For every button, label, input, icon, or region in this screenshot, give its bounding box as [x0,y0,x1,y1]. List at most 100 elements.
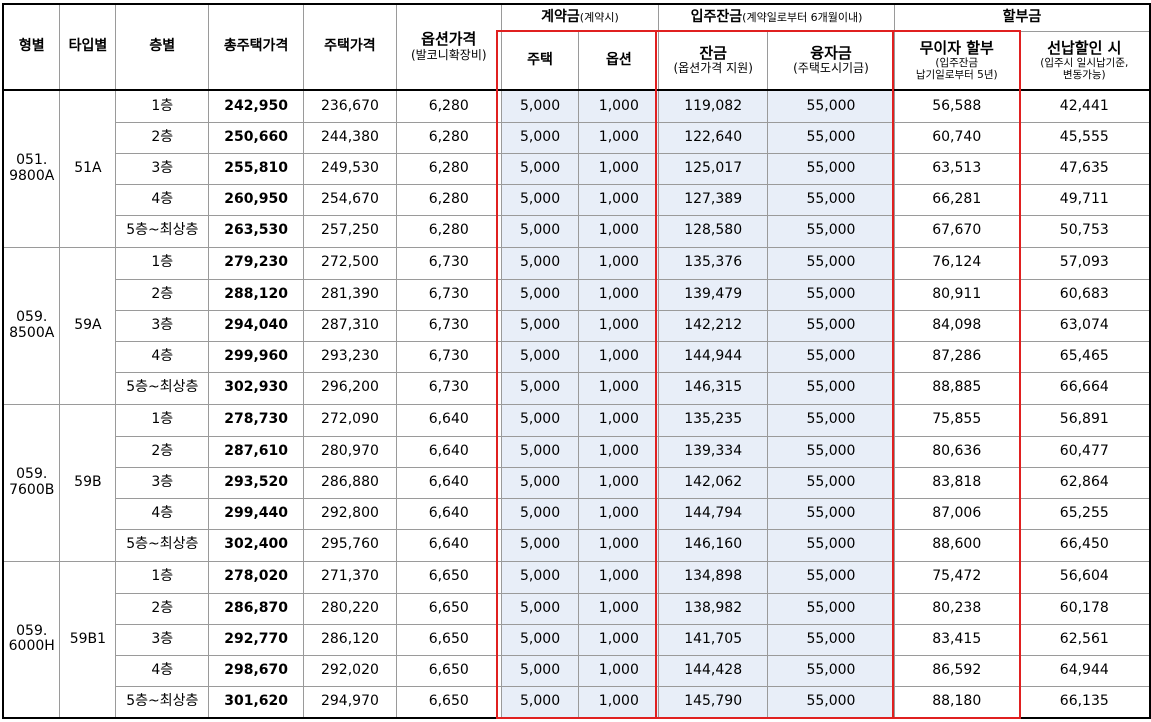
type-code-line1: 051. [16,152,48,169]
interest-free-cell: 87,006 [893,497,1020,530]
type-cell: 059. 7600B [2,403,61,562]
table-row: 3층 293,520 286,880 6,640 5,000 1,000 142,062 55… [3,466,1151,499]
contract-house-cell: 5,000 [500,560,580,594]
interest-free-cell: 88,180 [893,685,1020,719]
contract-house-cell: 5,000 [500,309,580,342]
loan-cell: 55,000 [767,497,895,530]
house-price-cell: 292,800 [303,497,397,530]
option-price-cell: 6,640 [395,497,502,530]
interest-free-cell: 60,740 [893,121,1020,154]
type-code-line2: 6000H [8,638,55,655]
contract-house-cell: 5,000 [500,685,580,719]
balance-cell: 135,235 [658,403,769,437]
header-move-in-label: 입주잔금 [690,9,743,26]
floor-cell: 1층 [115,560,210,594]
table-row: 5층~최상층 301,620 294,970 6,650 5,000 1,000 145,7… [3,685,1151,719]
header-option-price-label: 옵션가격 [421,30,477,49]
house-price-cell: 286,880 [303,466,397,499]
contract-option-cell: 1,000 [578,403,660,437]
contract-option-cell: 1,000 [578,497,660,530]
floor-cell: 4층 [115,497,210,530]
prepay-cell: 60,683 [1018,278,1151,311]
option-price-cell: 6,650 [395,560,502,594]
interest-free-cell: 83,818 [893,466,1020,499]
option-price-cell: 6,650 [395,685,502,719]
loan-cell: 55,000 [767,623,895,656]
option-price-cell: 6,730 [395,246,502,280]
table-row: 5층~최상층 302,930 296,200 6,730 5,000 1,000 146,3… [3,371,1151,405]
header-balance: 잔금 (옵션가격 지원) [658,30,769,91]
total-price-cell: 260,950 [208,183,305,216]
header-subtype: 타입별 [59,3,117,91]
header-prepay-sub2: 변동가능) [1062,68,1106,81]
loan-cell: 55,000 [767,685,895,719]
option-price-cell: 6,280 [395,89,502,123]
balance-cell: 144,428 [658,654,769,687]
floor-cell: 2층 [115,435,210,468]
floor-cell: 2층 [115,121,210,154]
table-row: 059. 8500A 59A 1층 279,230 272,500 6,730 5,000 1,… [2,246,1151,405]
loan-cell: 55,000 [767,214,895,248]
header-installment: 할부금 [893,3,1151,32]
house-price-cell: 272,500 [303,246,397,280]
prepay-cell: 62,561 [1018,623,1151,656]
subtype-cell: 51A [59,89,117,248]
loan-cell: 55,000 [767,466,895,499]
contract-house-cell: 5,000 [500,214,580,248]
floor-cell: 1층 [115,89,210,123]
type-code-line2: 7600B [9,481,55,498]
total-price-cell: 263,530 [208,214,305,248]
loan-cell: 55,000 [767,89,895,123]
contract-option-cell: 1,000 [578,685,660,719]
prepay-cell: 64,944 [1018,654,1151,687]
total-price-cell: 292,770 [208,623,305,656]
interest-free-cell: 80,911 [893,278,1020,311]
contract-house-cell: 5,000 [500,246,580,280]
type-cell: 051. 9800A [2,89,61,248]
balance-cell: 138,982 [658,592,769,625]
balance-cell: 125,017 [658,152,769,185]
contract-house-cell: 5,000 [500,371,580,405]
house-price-cell: 281,390 [303,278,397,311]
contract-house-cell: 5,000 [500,435,580,468]
header-interest-free-sub2: 납기일로부터 5년) [915,68,998,81]
total-price-cell: 298,670 [208,654,305,687]
house-price-cell: 292,020 [303,654,397,687]
price-table-body: 형별 타입별 층별 총주택가격 주택가격 옵션가격 (발코니확장비) 계약금(계… [2,3,1151,719]
table-row: 4층 299,440 292,800 6,640 5,000 1,000 144,794 55… [3,497,1151,530]
interest-free-cell: 63,513 [893,152,1020,185]
header-balance-sub: (옵션가격 지원) [673,60,753,75]
table-row: 5층~최상층 302,400 295,760 6,640 5,000 1,000 146,1… [3,528,1151,562]
option-price-cell: 6,280 [395,121,502,154]
floor-cell: 1층 [115,246,210,280]
header-move-in-sub: (계약일로부터 6개월이내) [742,11,863,25]
type-code-line1: 059. [16,622,48,639]
prepay-cell: 66,664 [1018,371,1151,405]
table-row: 059. 7600B 59B 1층 278,730 272,090 6,640 5,000 1,… [2,403,1151,562]
header-option-price: 옵션가격 (발코니확장비) [395,3,502,91]
floor-cell: 4층 [115,183,210,216]
house-price-cell: 271,370 [303,560,397,594]
loan-cell: 55,000 [767,278,895,311]
table-row: 4층 299,960 293,230 6,730 5,000 1,000 144,944 55… [3,340,1151,373]
option-price-cell: 6,640 [395,466,502,499]
type-code-line2: 8500A [9,324,55,341]
header-type: 형별 [2,3,61,91]
option-price-cell: 6,650 [395,654,502,687]
house-price-cell: 254,670 [303,183,397,216]
house-price-cell: 287,310 [303,309,397,342]
contract-house-cell: 5,000 [500,152,580,185]
contract-option-cell: 1,000 [578,340,660,373]
contract-house-cell: 5,000 [500,466,580,499]
total-price-cell: 255,810 [208,152,305,185]
option-price-cell: 6,730 [395,371,502,405]
contract-house-cell: 5,000 [500,403,580,437]
prepay-cell: 42,441 [1018,89,1151,123]
total-price-cell: 250,660 [208,121,305,154]
contract-option-cell: 1,000 [578,654,660,687]
price-table-wrapper: 형별 타입별 층별 총주택가격 주택가격 옵션가격 (발코니확장비) 계약금(계… [2,3,1151,719]
prepay-cell: 66,135 [1018,685,1151,719]
balance-cell: 142,062 [658,466,769,499]
option-price-cell: 6,640 [395,528,502,562]
contract-option-cell: 1,000 [578,623,660,656]
